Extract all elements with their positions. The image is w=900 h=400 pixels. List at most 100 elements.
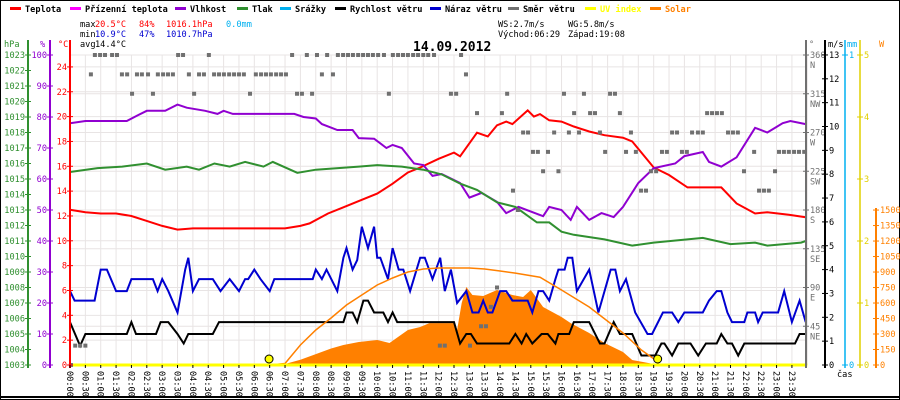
wind-direction-marker [396, 53, 401, 57]
wind-direction-marker [274, 72, 279, 77]
wind-direction-marker [426, 53, 431, 57]
legend-label: Náraz větru [445, 4, 502, 15]
axis-tick-label: 1006 [4, 315, 25, 325]
wind-direction-marker [181, 53, 186, 57]
legend-swatch-icon [650, 7, 661, 10]
legend-label: Tlak [252, 5, 274, 15]
axis-tick-label: 90 [810, 284, 820, 294]
axis-tick-label: 3 [829, 289, 834, 299]
wind-direction-marker [341, 53, 346, 57]
legend-swatch-icon [585, 7, 596, 10]
wind-direction-marker [781, 149, 786, 154]
series-line-3 [69, 226, 807, 335]
axis-solar: W 0 150 300 450 600 750 900 1050 1200 1350 1500 [873, 40, 900, 371]
wind-direction-marker [710, 111, 715, 116]
wind-direction-marker [467, 343, 472, 348]
x-tick-label: 03:30 [172, 371, 182, 397]
wind-direction-marker [792, 149, 797, 154]
wind-direction-marker [593, 111, 598, 116]
wind-direction-marker [146, 72, 151, 77]
wind-direction-marker [684, 149, 689, 154]
min-pressure: 1010.7hPa [166, 30, 213, 40]
x-tick-label: 09:00 [340, 371, 350, 397]
axis-tick-label: 8 [62, 262, 67, 272]
legend: Teplota Přízenní teplota Vlhkost Tlak Srážky… [10, 4, 691, 15]
axis-tick-label: 1015 [4, 175, 25, 185]
wind-direction-marker [796, 149, 801, 154]
wind-direction-marker [664, 149, 669, 154]
wind-direction-marker [253, 72, 258, 77]
wind-direction-marker [432, 53, 437, 57]
legend-swatch-icon [430, 7, 441, 10]
wind-direction-marker [695, 130, 700, 135]
compass-label: SE [810, 255, 820, 265]
wind-direction-marker [155, 72, 160, 77]
series-line-2 [69, 160, 807, 247]
wind-direction-marker [350, 53, 355, 57]
legend-swatch-icon [508, 7, 519, 10]
wind-direction-marker [161, 72, 166, 77]
wind-direction-marker [459, 53, 464, 57]
x-tick-label: 05:30 [233, 371, 243, 397]
axis-tick-label: 1023 [4, 51, 25, 61]
max-humidity: 84% [139, 20, 155, 30]
wind-direction-marker [110, 53, 115, 57]
wind-direction-marker [325, 53, 330, 57]
wind-direction-marker [304, 53, 309, 57]
x-tick-label: 20:00 [678, 371, 688, 397]
wind-direction-marker [541, 169, 546, 174]
axis-tick-label: 18 [57, 137, 67, 147]
wind-direction-marker [495, 285, 500, 290]
wind-direction-marker [588, 111, 593, 116]
axis-tick-label: 45 [810, 322, 820, 332]
wind-direction-marker [411, 53, 416, 57]
max-temp: 20.5°C [95, 20, 126, 30]
x-tick-label: 00:00 [64, 371, 74, 397]
axis-tick-label: 1050 [880, 253, 900, 263]
axis-unit: °C [58, 40, 68, 50]
axis-tick-label: 50 [37, 206, 47, 216]
wind-direction-marker [330, 72, 335, 77]
x-tick-label: 01:30 [110, 371, 120, 397]
wind-direction-marker [83, 343, 88, 348]
wind-direction-marker [463, 72, 468, 77]
x-tick-label: 19:00 [648, 371, 658, 397]
legend-label: Vlhkost [190, 5, 226, 15]
axis-tick-label: 90 [37, 82, 47, 92]
wind-speed-avg: WS:2.7m/s [498, 20, 545, 30]
x-tick-label: 06:30 [264, 371, 274, 397]
wind-direction-marker [290, 53, 295, 57]
wind-direction-marker [283, 72, 288, 77]
wind-direction-marker [73, 343, 78, 348]
axis-tick-label: 300 [880, 330, 896, 340]
wind-direction-marker [705, 111, 710, 116]
wind-direction-marker [248, 91, 253, 96]
wind-direction-marker [335, 53, 340, 57]
axis-tick-label: 20 [37, 299, 47, 309]
axis-tick-label: 40 [37, 237, 47, 247]
axis-tick-label: 0 [880, 361, 885, 371]
axis-tick-label: 10 [829, 123, 839, 133]
wind-direction-marker [608, 91, 613, 96]
x-tick-label: 07:00 [279, 371, 289, 397]
x-axis-label: čas [837, 369, 853, 380]
axis-rain: mm 0 1 [842, 40, 857, 371]
wind-direction-marker [365, 53, 370, 57]
wind-direction-marker [139, 72, 144, 77]
x-tick-label: 18:00 [617, 371, 627, 397]
axis-humidity: % 0 10 20 30 40 50 60 70 80 90 100 [31, 40, 53, 371]
legend-item: Vlhkost [175, 5, 226, 15]
wind-direction-marker [299, 91, 304, 96]
axis-tick-label: 6 [829, 218, 834, 228]
wind-direction-marker [670, 130, 675, 135]
wind-direction-marker [700, 130, 705, 135]
axis-tick-label: 0 [42, 361, 47, 371]
axis-tick-label: 180 [810, 206, 826, 216]
axis-pressure: hPa 1003 1004 1005 1006 1007 1008 1009 1010 1011 1… [4, 40, 31, 371]
wind-direction-marker [376, 53, 381, 57]
wind-direction-marker [192, 91, 197, 96]
wind-direction-marker [577, 130, 582, 135]
legend-label: UV index [600, 4, 641, 15]
avg-temp: 14.4°C [95, 40, 126, 50]
x-tick-label: 14:30 [509, 371, 519, 397]
